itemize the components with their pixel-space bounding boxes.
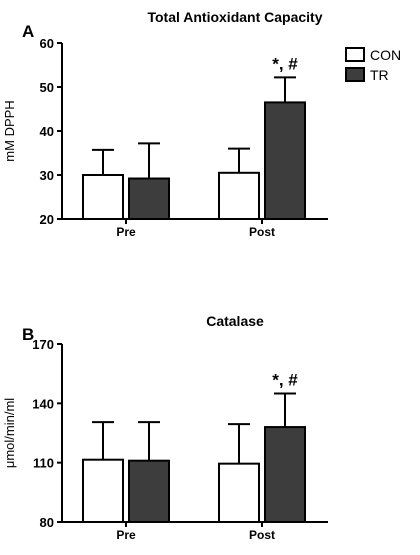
panel-letter: A [22, 22, 34, 41]
y-tick-label: 110 [33, 456, 54, 471]
bar-tr-post [264, 101, 306, 220]
y-tick-label: 60 [40, 36, 54, 51]
x-tick-label: Pre [116, 528, 136, 542]
y-tick-label: 170 [32, 337, 54, 352]
bar-con-post [218, 171, 260, 221]
y-tick-label: 40 [40, 124, 54, 139]
panel-letter: B [22, 325, 34, 344]
legend-swatch-con [345, 47, 365, 62]
bar-tr-pre [128, 459, 170, 524]
y-tick-label: 50 [40, 80, 54, 95]
bar-tr-post [264, 426, 306, 524]
bar-tr-pre [128, 177, 170, 221]
chart-title: Total Antioxidant Capacity [147, 9, 322, 25]
legend-swatch-tr [345, 67, 365, 82]
y-tick-label: 140 [32, 396, 54, 411]
legend-label-con: CON [370, 47, 401, 63]
legend-label-tr: TR [370, 67, 389, 83]
y-tick-label: 80 [40, 515, 54, 530]
y-axis-label: μmol/min/ml [2, 398, 17, 468]
x-tick-label: Post [249, 528, 275, 542]
bar-con-pre [82, 458, 124, 524]
chart-panel-A: Total Antioxidant Capacity AmM DPPH 20 30 40… [2, 9, 328, 239]
x-tick-label: Post [249, 225, 275, 239]
bar-con-post [218, 462, 260, 523]
y-tick-label: 30 [40, 168, 54, 183]
significance-annotation: *, # [272, 54, 298, 73]
significance-annotation: *, # [272, 370, 298, 389]
x-tick-label: Pre [116, 225, 136, 239]
legend: CON TR [345, 47, 401, 83]
y-axis-label: mM DPPH [2, 100, 17, 161]
chart-title: Catalase [206, 313, 264, 329]
bar-con-pre [82, 174, 124, 220]
y-tick-label: 20 [40, 212, 54, 227]
